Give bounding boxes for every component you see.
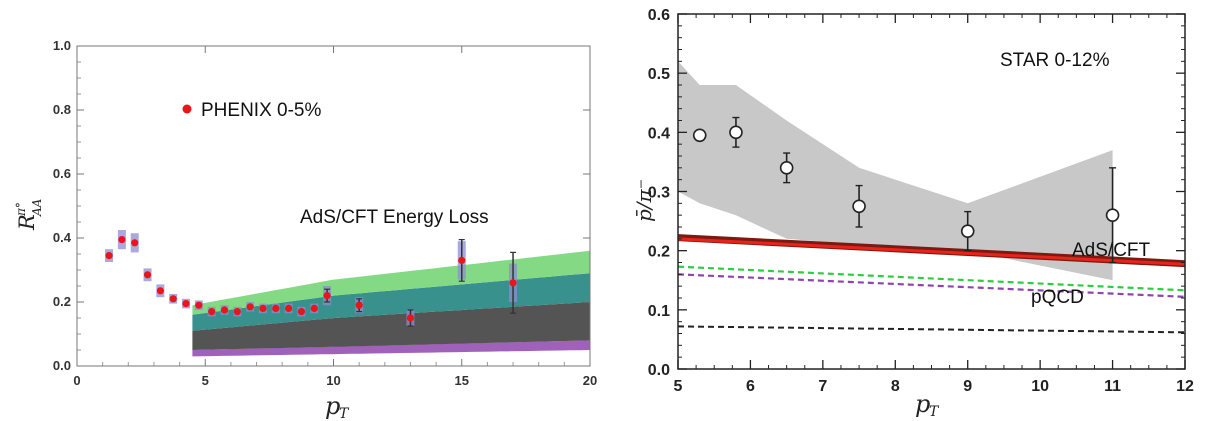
right-data-point	[1105, 208, 1120, 222]
left-x-label-main: p	[325, 392, 340, 420]
right-y-label: p̄/π⁻	[632, 179, 656, 222]
left-legend-marker	[182, 104, 192, 114]
left-data-point	[323, 292, 331, 300]
right-plot-frame	[677, 13, 1186, 370]
left-data-point	[131, 239, 139, 247]
left-plot-frame	[76, 45, 591, 367]
right-band-area	[678, 61, 1113, 281]
right-x-label-sub: T	[929, 404, 940, 420]
right-data-point	[779, 161, 794, 175]
left-data-point	[406, 314, 415, 322]
left-x-tick-label: 10	[326, 373, 340, 388]
left-data-points	[105, 230, 518, 327]
right-x-tick-label: 11	[1104, 378, 1121, 395]
left-data-point	[458, 256, 466, 264]
left-y-tick-label: 0.6	[53, 166, 71, 181]
right-curve-label-pqcd: pQCD	[1031, 287, 1084, 308]
right-y-tick-label: 0.2	[648, 244, 670, 261]
left-band-0	[192, 340, 590, 357]
left-data-point	[182, 300, 190, 308]
left-data-point	[355, 301, 363, 309]
right-y-axis-label: p̄/π⁻	[632, 179, 656, 222]
left-data-point	[195, 301, 203, 309]
left-x-tick-label: 15	[455, 373, 469, 388]
left-y-tick-label: 0.4	[53, 230, 72, 245]
left-y-axis-label: R AA π°	[14, 198, 44, 231]
right-data-points	[692, 116, 1120, 264]
left-band-1	[192, 302, 590, 350]
left-data-point	[233, 308, 241, 316]
right-line	[677, 273, 1186, 298]
left-band-2	[192, 273, 590, 331]
left-data-point	[220, 306, 229, 314]
right-curve-label-adscft: AdS/CFT	[1072, 240, 1151, 261]
left-data-point	[509, 279, 517, 287]
left-y-tick-label: 0.0	[53, 358, 71, 373]
left-bands	[192, 250, 590, 357]
right-x-label-main: p	[915, 390, 930, 418]
right-chart: 5 6 7 8 9 10 11 12 0.0 0.1 0.2 0.3 0.4 0.5 0.6 STAR 0-…	[632, 7, 1194, 420]
left-y-label-sub: AA	[30, 198, 44, 217]
left-data-point	[156, 287, 164, 295]
left-data-point	[143, 271, 152, 279]
right-x-tick-label: 10	[1031, 378, 1049, 395]
left-y-label-main: R	[15, 214, 39, 231]
right-line	[677, 237, 1186, 266]
left-band-3	[192, 250, 590, 315]
right-lines	[677, 234, 1186, 334]
left-data-point	[297, 308, 306, 316]
left-x-label-sub: T	[339, 406, 350, 421]
right-y-tick-label: 0.0	[648, 362, 670, 379]
right-x-axis-label: p T	[915, 390, 940, 420]
left-y-tick-label: 0.2	[53, 294, 71, 309]
left-data-point	[118, 236, 126, 244]
right-band	[678, 61, 1113, 281]
left-data-point	[105, 252, 113, 260]
right-data-point	[960, 224, 975, 238]
right-x-tick-label: 6	[746, 378, 755, 395]
left-data-point	[259, 304, 267, 312]
right-y-tick-label: 0.4	[648, 125, 670, 142]
left-y-tick-label: 1.0	[53, 38, 71, 53]
right-x-tick-label: 12	[1176, 378, 1194, 395]
right-x-tick-label: 5	[674, 378, 683, 395]
left-data-point	[310, 304, 318, 312]
right-y-tick-label: 0.3	[648, 185, 670, 202]
left-data-point	[246, 303, 254, 311]
left-x-tick-label: 0	[73, 373, 80, 388]
right-x-tick-label: 9	[963, 378, 972, 395]
left-chart: 0 5 10 15 20 0.0 0.2 0.4 0.6 0.8 1.0 PHENIX 0-5% A…	[14, 38, 597, 421]
right-data-point	[729, 125, 743, 140]
left-legend-label: PHENIX 0-5%	[201, 100, 321, 121]
right-legend-label: STAR 0-12%	[1000, 50, 1110, 71]
left-data-point	[169, 295, 177, 303]
right-y-tick-label: 0.6	[648, 7, 670, 24]
left-data-point	[208, 308, 216, 316]
left-tick-labels: 0 5 10 15 20 0.0 0.2 0.4 0.6 0.8 1.0	[53, 38, 597, 388]
right-y-tick-label: 0.5	[648, 66, 670, 83]
left-x-axis-label: p T	[325, 392, 350, 421]
right-data-point	[692, 128, 707, 143]
left-data-point	[285, 304, 293, 312]
left-y-tick-label: 0.8	[53, 102, 71, 117]
right-tick-labels: 5 6 7 8 9 10 11 12 0.0 0.1 0.2 0.3 0.4 0.5 0.6	[648, 7, 1194, 395]
right-y-tick-label: 0.1	[648, 303, 670, 320]
left-annotation: AdS/CFT Energy Loss	[300, 207, 489, 228]
left-x-tick-label: 20	[583, 373, 597, 388]
right-x-tick-label: 8	[891, 378, 900, 395]
left-y-label-sup: π°	[14, 202, 28, 217]
right-line	[677, 265, 1186, 292]
left-x-tick-label: 5	[202, 373, 209, 388]
right-x-tick-label: 7	[818, 378, 827, 395]
left-data-point	[272, 304, 280, 312]
right-data-point	[852, 199, 866, 214]
right-line	[677, 325, 1186, 334]
